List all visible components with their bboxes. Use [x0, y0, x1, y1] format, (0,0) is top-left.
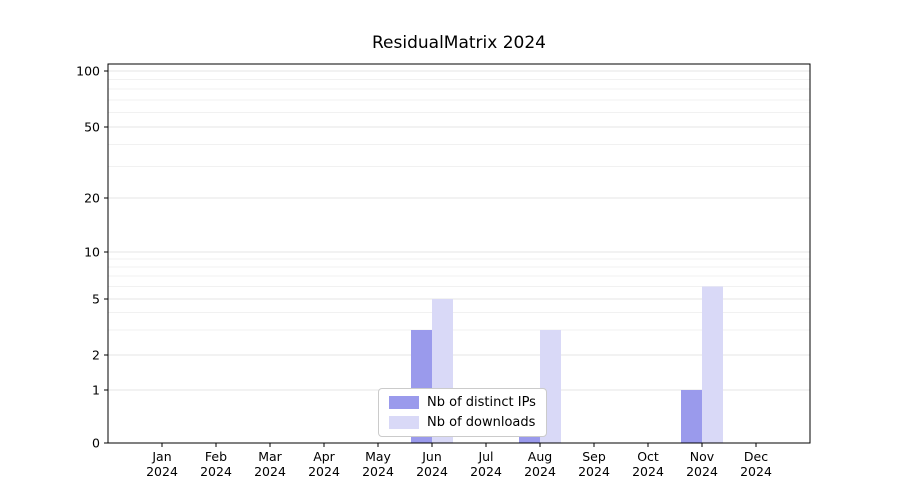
- x-tick-label-month: Jul: [477, 449, 493, 464]
- legend-item-distinct-ips: Nb of distinct IPs: [389, 395, 536, 410]
- x-axis-labels: Jan2024Feb2024Mar2024Apr2024May2024Jun20…: [146, 443, 772, 479]
- x-tick-label-year: 2024: [308, 464, 340, 479]
- x-tick-label-year: 2024: [254, 464, 286, 479]
- x-tick-label-month: Apr: [313, 449, 335, 464]
- y-tick-label: 20: [84, 191, 100, 206]
- x-tick-label-month: Mar: [258, 449, 282, 464]
- x-tick-label-year: 2024: [686, 464, 718, 479]
- legend-swatch-distinct-ips: [389, 396, 419, 409]
- y-axis-labels: 0 1 2 5 10 20 50 100: [76, 64, 108, 451]
- x-tick-label-month: Aug: [528, 449, 552, 464]
- x-tick-label-month: Sep: [582, 449, 606, 464]
- x-tick-label-month: Oct: [637, 449, 659, 464]
- y-tick-label: 50: [84, 120, 100, 135]
- x-tick-label-month: Dec: [744, 449, 768, 464]
- y-tick-label: 100: [76, 64, 100, 79]
- x-tick-label-year: 2024: [524, 464, 556, 479]
- x-tick-label-year: 2024: [740, 464, 772, 479]
- legend-label-distinct-ips: Nb of distinct IPs: [427, 395, 536, 410]
- y-tick-label: 0: [92, 436, 100, 451]
- y-tick-label: 5: [92, 292, 100, 307]
- bar-downloads-Nov: [702, 286, 723, 443]
- x-tick-label-year: 2024: [200, 464, 232, 479]
- legend-label-downloads: Nb of downloads: [427, 415, 536, 430]
- chart-title: ResidualMatrix 2024: [372, 33, 546, 53]
- x-tick-label-year: 2024: [362, 464, 394, 479]
- x-tick-label-year: 2024: [416, 464, 448, 479]
- y-tick-label: 1: [92, 383, 100, 398]
- y-tick-label: 2: [92, 348, 100, 363]
- x-tick-label-year: 2024: [146, 464, 178, 479]
- x-tick-label-month: Jun: [421, 449, 442, 464]
- legend-swatch-downloads: [389, 416, 419, 429]
- x-tick-label-month: Jan: [151, 449, 171, 464]
- x-tick-label-year: 2024: [632, 464, 664, 479]
- x-tick-label-year: 2024: [578, 464, 610, 479]
- axes: [107, 63, 811, 444]
- x-tick-label-month: May: [365, 449, 391, 464]
- chart-legend: Nb of distinct IPs Nb of downloads: [378, 388, 547, 437]
- bar-distinct-ips-Nov: [681, 390, 702, 443]
- x-tick-label-month: Nov: [690, 449, 715, 464]
- x-tick-label-year: 2024: [470, 464, 502, 479]
- x-tick-label-month: Feb: [205, 449, 227, 464]
- legend-item-downloads: Nb of downloads: [389, 415, 536, 430]
- y-tick-label: 10: [84, 245, 100, 260]
- gridlines: [108, 70, 810, 391]
